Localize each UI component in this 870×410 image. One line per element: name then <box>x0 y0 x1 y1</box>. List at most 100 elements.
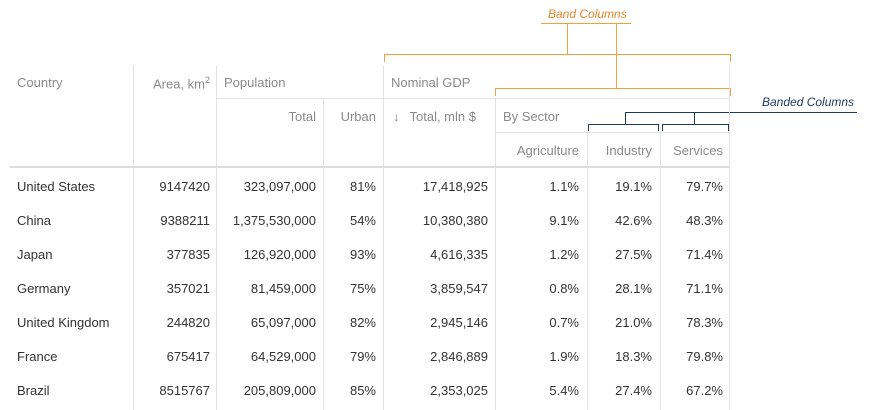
cell-total[interactable]: 81,459,000 <box>250 281 316 296</box>
band-columns-callout: Band Columns <box>548 7 627 21</box>
cell-agriculture[interactable]: 0.8% <box>549 281 579 296</box>
cell-area[interactable]: 244820 <box>166 315 210 330</box>
cell-country[interactable]: United States <box>17 179 96 194</box>
header-row-divider-2 <box>496 132 730 133</box>
col-divider-sector <box>495 99 496 410</box>
banded-columns-callout: Banded Columns <box>762 95 855 109</box>
cell-industry[interactable]: 18.3% <box>615 349 652 364</box>
header-services[interactable]: Services <box>673 143 723 158</box>
cell-industry[interactable]: 27.5% <box>615 247 652 262</box>
sort-down-icon: ↓ <box>393 109 400 124</box>
cell-agriculture[interactable]: 1.2% <box>549 247 579 262</box>
col-divider-services <box>660 133 661 410</box>
header-population[interactable]: Population <box>224 75 286 90</box>
cell-total[interactable]: 205,809,000 <box>243 383 316 398</box>
cell-urban[interactable]: 79% <box>349 349 376 364</box>
industry-bracket-left <box>588 124 589 131</box>
banded-callout-leader-1 <box>625 112 626 124</box>
banded-callout-leader-2 <box>694 112 695 124</box>
cell-gdp[interactable]: 10,380,380 <box>422 213 488 228</box>
cell-services[interactable]: 79.7% <box>686 179 723 194</box>
cell-industry[interactable]: 28.1% <box>615 281 652 296</box>
cell-total[interactable]: 65,097,000 <box>250 315 316 330</box>
band-callout-underline <box>541 23 631 24</box>
cell-country[interactable]: China <box>17 213 51 228</box>
col-divider-area <box>133 65 134 410</box>
services-bracket-left <box>662 124 663 131</box>
cell-area[interactable]: 357021 <box>166 281 210 296</box>
header-total[interactable]: Total <box>288 109 316 124</box>
header-by-sector[interactable]: By Sector <box>503 109 560 124</box>
cell-gdp[interactable]: 3,859,547 <box>430 281 488 296</box>
cell-agriculture[interactable]: 1.1% <box>549 179 579 194</box>
cell-agriculture[interactable]: 1.9% <box>549 349 579 364</box>
cell-gdp[interactable]: 2,945,146 <box>430 315 488 330</box>
sector-band-bracket-left <box>495 88 496 96</box>
cell-total[interactable]: 126,920,000 <box>243 247 316 262</box>
col-divider-population <box>216 65 217 410</box>
cell-services[interactable]: 71.4% <box>686 247 723 262</box>
cell-services[interactable]: 71.1% <box>686 281 723 296</box>
col-divider-urban <box>323 99 324 410</box>
services-bracket-right <box>728 124 729 131</box>
cell-area[interactable]: 8515767 <box>159 383 210 398</box>
col-divider-end <box>729 65 730 410</box>
cell-industry[interactable]: 27.4% <box>615 383 652 398</box>
cell-industry[interactable]: 21.0% <box>615 315 652 330</box>
sector-band-bracket-right <box>730 88 731 96</box>
cell-services[interactable]: 78.3% <box>686 315 723 330</box>
gdp-band-bracket <box>384 54 731 55</box>
cell-services[interactable]: 67.2% <box>686 383 723 398</box>
gdp-band-bracket-right <box>730 54 731 62</box>
cell-agriculture[interactable]: 9.1% <box>549 213 579 228</box>
band-callout-leader-2 <box>616 23 617 88</box>
header-industry[interactable]: Industry <box>605 143 652 158</box>
cell-agriculture[interactable]: 0.7% <box>549 315 579 330</box>
cell-area[interactable]: 377835 <box>166 247 210 262</box>
cell-urban[interactable]: 54% <box>349 213 376 228</box>
banded-callout-underline <box>625 112 857 113</box>
cell-country[interactable]: United Kingdom <box>17 315 110 330</box>
cell-services[interactable]: 79.8% <box>686 349 723 364</box>
industry-bracket-right <box>658 124 659 131</box>
cell-gdp[interactable]: 4,616,335 <box>430 247 488 262</box>
cell-total[interactable]: 64,529,000 <box>250 349 316 364</box>
header-area-label: Area, km <box>152 76 205 92</box>
cell-area[interactable]: 9388211 <box>160 213 210 228</box>
band-callout-leader-1 <box>567 23 568 54</box>
cell-urban[interactable]: 93% <box>349 247 376 262</box>
cell-services[interactable]: 48.3% <box>686 213 723 228</box>
col-divider-gdp <box>383 65 384 410</box>
cell-gdp[interactable]: 2,353,025 <box>430 383 488 398</box>
cell-total[interactable]: 1,375,530,000 <box>232 213 316 228</box>
cell-urban[interactable]: 81% <box>349 179 376 194</box>
header-area-sup: 2 <box>204 75 210 85</box>
cell-industry[interactable]: 19.1% <box>615 179 652 194</box>
header-agriculture[interactable]: Agriculture <box>516 143 579 158</box>
cell-area[interactable]: 675417 <box>166 349 210 364</box>
cell-gdp[interactable]: 2,846,889 <box>430 349 488 364</box>
cell-agriculture[interactable]: 5.4% <box>549 383 579 398</box>
industry-bracket <box>588 124 659 125</box>
header-row-divider-1 <box>216 98 730 99</box>
header-country[interactable]: Country <box>17 75 63 90</box>
cell-total[interactable]: 323,097,000 <box>243 179 316 194</box>
sector-band-bracket <box>495 88 731 89</box>
cell-country[interactable]: Japan <box>17 247 53 262</box>
cell-urban[interactable]: 75% <box>349 281 376 296</box>
cell-industry[interactable]: 42.6% <box>615 213 652 228</box>
cell-gdp[interactable]: 17,418,925 <box>422 179 488 194</box>
cell-country[interactable]: Germany <box>17 281 71 296</box>
cell-urban[interactable]: 85% <box>349 383 376 398</box>
cell-area[interactable]: 9147420 <box>159 179 210 194</box>
cell-urban[interactable]: 82% <box>349 315 376 330</box>
header-urban[interactable]: Urban <box>340 109 376 124</box>
col-divider-industry <box>587 133 588 410</box>
header-nominal-gdp[interactable]: Nominal GDP <box>391 75 471 90</box>
cell-country[interactable]: Brazil <box>17 383 50 398</box>
header-total-mln[interactable]: ↓ Total, mln $ <box>393 109 476 124</box>
gdp-band-bracket-left <box>384 54 385 62</box>
cell-country[interactable]: France <box>17 349 58 364</box>
header-area[interactable]: Area, km2 <box>136 75 210 91</box>
header-total-mln-label: Total, mln $ <box>409 109 476 124</box>
